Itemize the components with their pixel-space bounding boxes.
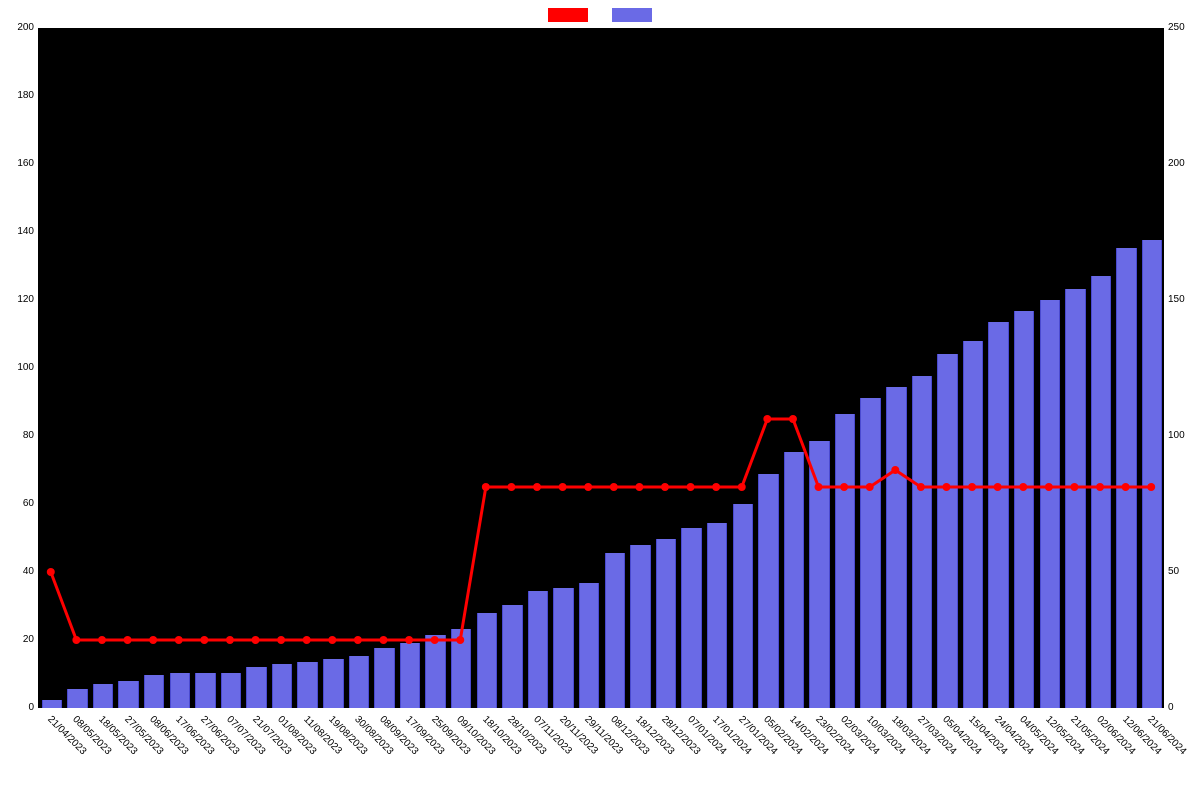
y-right-tick: 0: [1168, 702, 1198, 713]
bar: [400, 643, 420, 708]
y-left-tick: 100: [4, 362, 34, 373]
bar: [707, 523, 727, 708]
bar: [502, 605, 522, 708]
bar: [451, 629, 471, 708]
bar: [553, 588, 573, 708]
y-right-tick: 50: [1168, 566, 1198, 577]
legend: [0, 6, 1200, 24]
bar: [93, 684, 113, 708]
bar: [784, 452, 804, 708]
y-right-tick: 100: [1168, 430, 1198, 441]
bar: [425, 635, 445, 708]
bar: [118, 681, 138, 708]
bar: [67, 689, 87, 708]
bar: [681, 528, 701, 708]
y-left-tick: 80: [4, 430, 34, 441]
y-left-tick: 0: [4, 702, 34, 713]
y-left-tick: 60: [4, 498, 34, 509]
bar: [246, 667, 266, 708]
y-right-tick: 150: [1168, 294, 1198, 305]
y-left-tick: 140: [4, 226, 34, 237]
bar: [349, 656, 369, 708]
bar: [297, 662, 317, 708]
bar: [809, 441, 829, 708]
bar: [579, 583, 599, 708]
bar: [144, 675, 164, 708]
bar: [937, 354, 957, 708]
legend-item-line: [548, 6, 588, 24]
bar: [323, 659, 343, 708]
y-right-tick: 200: [1168, 158, 1198, 169]
bar: [221, 673, 241, 708]
bar: [528, 591, 548, 708]
bar: [912, 376, 932, 708]
y-left-tick: 160: [4, 158, 34, 169]
bar: [963, 341, 983, 708]
legend-swatch-bar: [612, 8, 652, 22]
chart-container: 0 20 40 60 80 100 120 140 160 180 200 0 50 100 150 200 2…: [0, 0, 1200, 800]
bar: [835, 414, 855, 708]
bar: [1014, 311, 1034, 708]
y-left-tick: 40: [4, 566, 34, 577]
bar: [1142, 240, 1162, 708]
bar: [42, 700, 62, 708]
y-right-tick: 250: [1168, 22, 1198, 33]
bar: [605, 553, 625, 708]
y-left-tick: 180: [4, 90, 34, 101]
bar: [886, 387, 906, 708]
y-left-tick: 20: [4, 634, 34, 645]
bar: [656, 539, 676, 708]
plot-area: [38, 28, 1164, 708]
y-left-tick: 120: [4, 294, 34, 305]
bar: [860, 398, 880, 708]
bar: [477, 613, 497, 708]
bar: [195, 673, 215, 708]
bar: [1065, 289, 1085, 708]
bar: [170, 673, 190, 708]
legend-item-bar: [612, 6, 652, 24]
bar: [988, 322, 1008, 708]
bar: [1091, 276, 1111, 708]
bar: [374, 648, 394, 708]
bar: [758, 474, 778, 708]
y-left-tick: 200: [4, 22, 34, 33]
legend-swatch-line: [548, 8, 588, 22]
bar: [1116, 248, 1136, 708]
bar: [272, 664, 292, 708]
bar: [1040, 300, 1060, 708]
bar: [630, 545, 650, 708]
bar: [733, 504, 753, 708]
